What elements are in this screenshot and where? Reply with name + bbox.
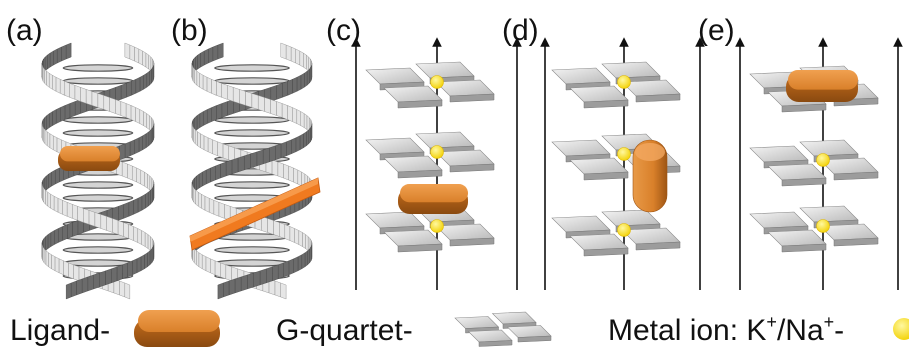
g-quartet bbox=[551, 209, 681, 257]
ligand bbox=[398, 184, 468, 214]
legend-ligand-icon bbox=[134, 310, 220, 347]
g-tile bbox=[454, 316, 500, 329]
helix-strand-2 bbox=[41, 42, 155, 300]
g-tile bbox=[601, 209, 661, 227]
g-tile bbox=[365, 211, 425, 229]
g-tile bbox=[383, 155, 443, 173]
legend-metal-label: Metal ion: K+/Na+- bbox=[608, 312, 844, 347]
base-pair bbox=[62, 64, 134, 72]
g-tile bbox=[365, 137, 425, 155]
base-pair bbox=[214, 77, 290, 85]
g-tile bbox=[435, 223, 495, 241]
g-tile bbox=[569, 233, 629, 251]
base-pair bbox=[62, 246, 134, 254]
base-pair bbox=[214, 129, 290, 137]
g-tile bbox=[467, 329, 513, 343]
g-tile bbox=[569, 157, 629, 175]
metal-ion bbox=[816, 153, 830, 167]
base-pair bbox=[214, 116, 290, 124]
legend-metal-ion-icon bbox=[893, 318, 909, 340]
g-tile bbox=[601, 61, 661, 79]
g-tile bbox=[383, 85, 443, 103]
base-pair bbox=[62, 129, 134, 137]
g-tile bbox=[365, 67, 425, 85]
g-tile bbox=[551, 67, 611, 85]
metal-ion bbox=[617, 147, 631, 161]
base-pair bbox=[62, 116, 134, 124]
g-quartet bbox=[749, 205, 879, 253]
g-quartet bbox=[365, 61, 495, 109]
panel-label-d: (d) bbox=[502, 14, 539, 47]
g-tile bbox=[799, 205, 859, 223]
dna-helix-b bbox=[189, 42, 321, 300]
g-tile bbox=[506, 325, 552, 338]
metal-ion bbox=[430, 75, 444, 89]
ligand bbox=[632, 139, 668, 213]
legend-gquartet-label: G-quartet- bbox=[276, 314, 413, 347]
legend-ligand-label: Ligand- bbox=[10, 314, 110, 347]
g-tile bbox=[767, 163, 827, 181]
g-quartet bbox=[365, 131, 495, 179]
dna-helix-a bbox=[41, 42, 155, 300]
g-tile bbox=[551, 139, 611, 157]
g-tile bbox=[435, 149, 495, 167]
g-tile bbox=[799, 139, 859, 157]
panel-label-b: (b) bbox=[171, 14, 208, 47]
metal-ion bbox=[430, 219, 444, 233]
base-pair bbox=[214, 64, 290, 72]
legend: Ligand- G-quartet- Metal ion: K+/Na+- bbox=[10, 310, 909, 347]
g-quartet bbox=[749, 139, 879, 187]
g-tile bbox=[383, 229, 443, 247]
g-quartet bbox=[551, 61, 681, 109]
base-pair bbox=[62, 181, 134, 189]
g-quadruplex-d bbox=[540, 37, 705, 290]
base-pair bbox=[214, 181, 290, 189]
g-quartet bbox=[454, 311, 552, 347]
ligand bbox=[58, 146, 120, 171]
g-quadruplex-c bbox=[351, 37, 522, 290]
helix-strand-2 bbox=[191, 42, 313, 300]
base-pair bbox=[62, 77, 134, 85]
metal-ion bbox=[816, 219, 830, 233]
ligand bbox=[786, 70, 858, 102]
g-tile bbox=[551, 215, 611, 233]
ligand bbox=[189, 177, 321, 251]
base-pair bbox=[214, 246, 290, 254]
metal-ion bbox=[617, 223, 631, 237]
g-tile bbox=[415, 131, 475, 149]
g-tile bbox=[415, 61, 475, 79]
g-quadruplex-e bbox=[735, 37, 903, 290]
g-tile bbox=[749, 145, 809, 163]
g-tile bbox=[435, 79, 495, 97]
g-tile bbox=[569, 85, 629, 103]
panel-label-a: (a) bbox=[6, 14, 43, 47]
g-tile bbox=[767, 229, 827, 247]
metal-ion bbox=[617, 75, 631, 89]
panel-label-e: (e) bbox=[698, 14, 735, 47]
g-tile bbox=[491, 311, 537, 325]
legend-gquartet-icon bbox=[454, 311, 552, 347]
g-tile bbox=[749, 211, 809, 229]
base-pair bbox=[62, 194, 134, 202]
metal-ion bbox=[430, 145, 444, 159]
